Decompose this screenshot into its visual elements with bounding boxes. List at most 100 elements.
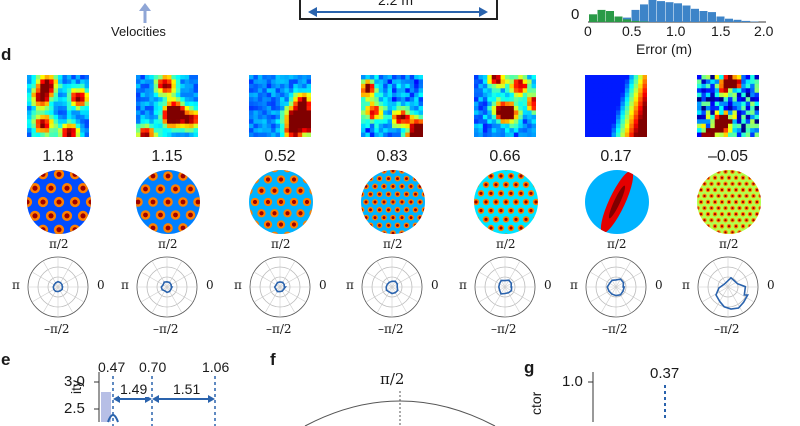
hist-bar-green <box>615 17 623 23</box>
polar-label-bottom: –π/2 <box>491 322 517 336</box>
panel-e-label: e <box>1 350 10 370</box>
polar-label-right: 0 <box>431 278 439 292</box>
panel-e-ytick: 2.5 <box>64 400 85 417</box>
rate-map <box>697 75 759 137</box>
polar-label-left: π <box>570 278 578 292</box>
rate-map <box>27 75 89 137</box>
velocities-label: Velocities <box>111 24 166 39</box>
autocorrelogram <box>27 170 91 234</box>
gridness-score: 1.18 <box>18 148 98 166</box>
distance-label: 2.2 m <box>378 0 413 8</box>
gridness-score: 1.15 <box>127 148 207 166</box>
hist-bar-green <box>623 19 631 22</box>
gridness-score: 0.83 <box>352 148 432 166</box>
hist-bar-blue <box>640 4 648 22</box>
polar-label-bottom: –π/2 <box>378 322 404 336</box>
panel-g-ylabel: ctor <box>528 392 544 415</box>
panel-e-ratio: 1.51 <box>172 381 201 397</box>
gridness-score: 0.52 <box>240 148 320 166</box>
hist-bar-green <box>598 10 606 22</box>
polar-label-bottom: –π/2 <box>714 322 740 336</box>
hist-bar-blue <box>725 19 733 22</box>
polar-label-top: π/2 <box>271 237 291 251</box>
hist-bar-green <box>589 14 597 22</box>
polar-label-right: 0 <box>544 278 552 292</box>
polar-plot <box>581 252 651 322</box>
autocorrelogram <box>697 170 761 234</box>
panel-f-polar-plot <box>290 386 510 426</box>
rate-map <box>585 75 647 137</box>
panel-e-value: 1.06 <box>202 359 229 375</box>
polar-label-left: π <box>12 278 20 292</box>
hist-bar-blue <box>657 1 665 22</box>
hist-bar-blue <box>649 0 657 22</box>
hist-ytick: 0 <box>571 6 579 23</box>
hist-xtick: 2.0 <box>754 23 773 39</box>
polar-plot <box>23 252 93 322</box>
polar-label-top: π/2 <box>496 237 516 251</box>
autocorrelogram <box>474 170 538 234</box>
polar-plot <box>470 252 540 322</box>
polar-label-top: π/2 <box>383 237 403 251</box>
panel-e-value: 0.70 <box>139 359 166 375</box>
rate-map <box>136 75 198 137</box>
polar-label-right: 0 <box>319 278 327 292</box>
polar-label-top: π/2 <box>607 237 627 251</box>
polar-plot <box>132 252 202 322</box>
polar-label-right: 0 <box>206 278 214 292</box>
polar-label-top: π/2 <box>158 237 178 251</box>
rate-map <box>474 75 536 137</box>
hist-bar-blue <box>632 10 640 22</box>
panel-g-label: g <box>524 358 534 378</box>
gridness-score: 0.66 <box>465 148 545 166</box>
panel-g-ytick: 1.0 <box>562 373 583 390</box>
hist-bar-blue <box>717 17 725 23</box>
polar-label-left: π <box>682 278 690 292</box>
polar-plot <box>245 252 315 322</box>
hist-xtick: 0.5 <box>622 23 641 39</box>
hist-xlabel: Error (m) <box>636 41 692 57</box>
polar-label-bottom: –π/2 <box>44 322 70 336</box>
polar-label-top: π/2 <box>719 237 739 251</box>
hist-xticks: 0 0.5 1.0 1.5 2.0 <box>570 23 785 41</box>
polar-label-bottom: –π/2 <box>153 322 179 336</box>
hist-bar-blue <box>700 11 708 22</box>
panel-g-marker-line <box>663 385 667 421</box>
hist-bar-blue <box>691 9 699 22</box>
error-histogram <box>588 0 768 24</box>
polar-label-bottom: –π/2 <box>266 322 292 336</box>
hist-xtick: 0 <box>584 23 592 39</box>
hist-bar-blue <box>742 21 750 22</box>
rate-map <box>249 75 311 137</box>
panel-e-ratio: 1.49 <box>119 381 148 397</box>
polar-label-right: 0 <box>767 278 775 292</box>
rate-map <box>361 75 423 137</box>
hist-xtick: 1.0 <box>666 23 685 39</box>
autocorrelogram <box>249 170 313 234</box>
polar-plot <box>693 252 763 322</box>
panel-e-value: 0.47 <box>98 359 125 375</box>
polar-label-right: 0 <box>97 278 105 292</box>
panel-g-axis <box>588 372 598 422</box>
polar-label-left: π <box>459 278 467 292</box>
polar-label-top: π/2 <box>49 237 69 251</box>
gridness-score: 0.17 <box>576 148 656 166</box>
polar-label-right: 0 <box>655 278 663 292</box>
panel-d-label: d <box>1 45 11 65</box>
hist-bar-blue <box>708 12 716 22</box>
panel-f-label: f <box>270 350 276 370</box>
hist-bar-green <box>632 21 640 22</box>
autocorrelogram <box>361 170 425 234</box>
polar-label-left: π <box>346 278 354 292</box>
polar-label-left: π <box>121 278 129 292</box>
polar-plot <box>357 252 427 322</box>
autocorrelogram <box>136 170 200 234</box>
gridness-score: –0.05 <box>688 148 768 166</box>
panel-e-ytick: 3.0 <box>64 373 85 390</box>
panel-g-marker-value: 0.37 <box>650 365 679 382</box>
velocity-arrow <box>137 3 153 25</box>
hist-bar-blue <box>734 20 742 22</box>
polar-label-bottom: –π/2 <box>602 322 628 336</box>
autocorrelogram <box>585 170 649 234</box>
hist-bar-blue <box>666 2 674 22</box>
